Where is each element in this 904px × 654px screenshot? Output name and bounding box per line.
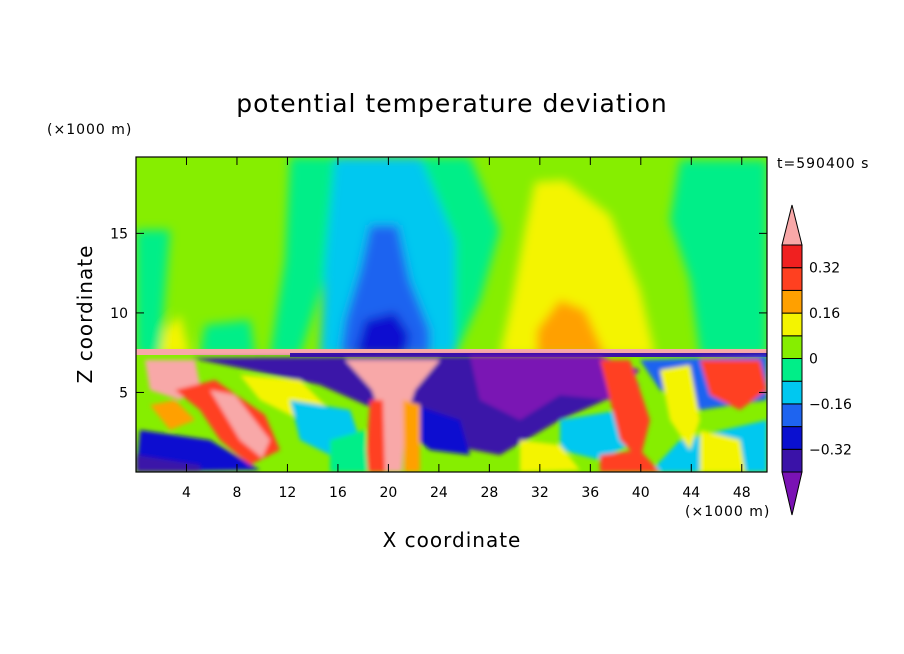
x-tick-label: 36 — [581, 485, 599, 501]
x-tick-label: 16 — [329, 485, 347, 501]
colorbar-band — [781, 267, 803, 291]
x-tick-label: 40 — [632, 485, 650, 501]
x-tick-label: 8 — [232, 485, 241, 501]
colorbar-tick-label: 0 — [809, 352, 818, 368]
y-axis-label: Z coordinate — [73, 245, 97, 384]
x-tick-label: 4 — [182, 485, 191, 501]
x-tick-label: 12 — [279, 485, 297, 501]
field-patch — [660, 365, 700, 450]
colorbar-tick-label: −0.16 — [809, 397, 852, 413]
field-patch — [340, 225, 430, 355]
x-axis-label: X coordinate — [383, 528, 522, 552]
y-unit-label: (×1000 m) — [47, 122, 132, 138]
x-tick-label: 24 — [430, 485, 448, 501]
colorbar-band — [781, 448, 803, 473]
timestamp-label: t=590400 s — [777, 156, 869, 172]
colorbar-tick-label: 0.32 — [809, 261, 840, 277]
contour-field — [136, 157, 767, 472]
field-patch — [670, 160, 767, 355]
y-axis: 5 10 15 — [110, 226, 767, 401]
field-patch — [355, 312, 410, 355]
colorbar-band — [781, 289, 803, 314]
colorbar: −0.32 −0.16 0 0.16 0.32 — [781, 204, 852, 516]
colorbar-band — [781, 244, 803, 269]
plot-frame — [135, 156, 768, 473]
colorbar-extend-min — [781, 471, 803, 516]
x-tick-label: 44 — [682, 485, 700, 501]
x-unit-label: (×1000 m) — [685, 504, 770, 520]
field-patch — [690, 165, 767, 200]
colorbar-band — [781, 335, 803, 359]
field-patch — [210, 390, 270, 458]
field-patch — [600, 450, 660, 472]
x-tick-label: 28 — [480, 485, 498, 501]
colorbar-tick-label: −0.32 — [809, 442, 852, 458]
x-tick-label: 48 — [733, 485, 751, 501]
field-patch — [136, 455, 200, 472]
field-patch — [700, 360, 767, 410]
field-patch — [470, 356, 640, 420]
x-axis: 4 8 12 16 20 24 28 32 36 40 44 48 — [182, 157, 751, 501]
colorbar-band — [781, 403, 803, 428]
x-tick-label: 20 — [379, 485, 397, 501]
field-patch — [345, 360, 440, 472]
colorbar-band — [781, 358, 803, 382]
y-tick-label: 15 — [110, 226, 128, 242]
y-tick-label: 10 — [110, 306, 128, 322]
chart-title: potential temperature deviation — [236, 89, 667, 118]
field-band — [290, 353, 767, 357]
colorbar-tick-label: 0.16 — [809, 306, 840, 322]
field-patch — [365, 400, 385, 472]
field-patch — [330, 430, 368, 472]
field-patch — [150, 400, 195, 430]
field-patch — [160, 315, 190, 355]
colorbar-band — [781, 426, 803, 450]
field-patch — [520, 440, 580, 472]
colorbar-band — [781, 380, 803, 405]
field-patch — [270, 157, 338, 355]
field-patch — [600, 360, 650, 460]
x-tick-label: 32 — [531, 485, 549, 501]
field-band — [136, 349, 767, 355]
colorbar-band — [781, 312, 803, 337]
field-patch — [403, 400, 420, 472]
colorbar-extend-max — [781, 204, 803, 246]
field-patch — [200, 320, 255, 355]
field-patch — [537, 300, 605, 355]
y-tick-label: 5 — [119, 385, 128, 401]
field-patch — [500, 180, 655, 355]
field-patch — [136, 230, 170, 355]
field-patch — [700, 430, 745, 472]
